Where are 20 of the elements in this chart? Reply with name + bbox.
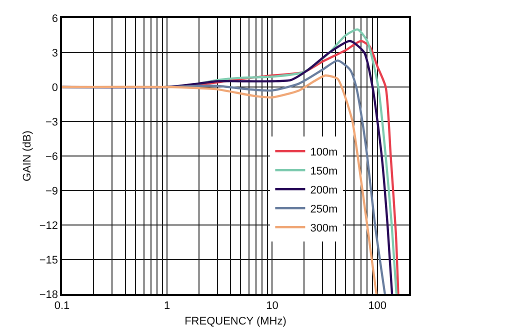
x-axis-title: FREQUENCY (MHz) (184, 316, 286, 328)
y-tick-label: −18 (39, 288, 58, 301)
y-tick-label: 3 (52, 47, 58, 60)
x-tick-label: 1 (164, 300, 170, 312)
x-tick-label: 0.1 (54, 300, 70, 312)
y-tick-label: 6 (52, 12, 58, 25)
x-tick-label: 100 (368, 300, 387, 312)
y-tick-label: −12 (39, 220, 58, 232)
legend-label: 200m (310, 184, 338, 196)
x-tick-label: 10 (266, 300, 278, 312)
y-tick-label: −9 (46, 185, 58, 198)
y-tick-label: 0 (52, 82, 58, 94)
legend-label: 100m (310, 146, 338, 158)
legend-label: 250m (310, 203, 338, 216)
y-tick-label: −3 (46, 116, 58, 128)
legend-label: 300m (310, 222, 338, 234)
y-tick-label: −15 (39, 254, 58, 266)
y-axis-title: GAIN (dB) (22, 130, 34, 182)
y-tick-label: −6 (46, 150, 58, 163)
legend-label: 150m (310, 165, 338, 178)
